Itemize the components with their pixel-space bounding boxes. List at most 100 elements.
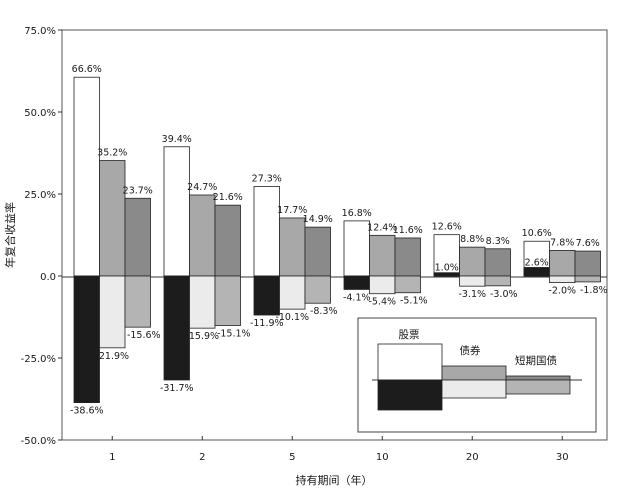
bar-min — [459, 275, 486, 287]
bar-min — [523, 267, 550, 277]
bar-min-label: -31.7% — [160, 383, 194, 394]
bar-min-label: -4.1% — [343, 292, 371, 303]
bar-max — [433, 234, 460, 277]
bar-max — [99, 160, 126, 277]
y-tick-label: 75.0% — [24, 26, 56, 37]
bar-min-label: -11.9% — [250, 318, 284, 329]
legend-swatch-max — [505, 375, 571, 381]
labels-layer: 66.6% -38.6% 35.2% -21.9% 23.7% -15.6% 39.4% -3… — [70, 64, 608, 416]
bar-max-label: 14.9% — [303, 214, 333, 225]
legend-swatch-max — [441, 365, 507, 381]
bar-max — [459, 246, 486, 277]
bar-max-label: 7.8% — [550, 237, 574, 248]
bar-max-label: 24.7% — [187, 182, 217, 193]
bar-max — [214, 204, 241, 277]
bar-max — [73, 76, 100, 277]
legend-label: 股票 — [399, 329, 420, 341]
bar-min-label: 2.6% — [525, 257, 549, 268]
y-tick-label: 0.0 — [40, 272, 56, 283]
y-tick-label: -25.0% — [21, 354, 56, 365]
bar-max — [163, 146, 190, 277]
legend-swatch-min — [441, 379, 507, 399]
bar-min-label: -5.4% — [368, 297, 396, 308]
x-tick-label: 5 — [289, 452, 295, 463]
y-tick-label: 25.0% — [24, 190, 56, 201]
x-tick-label: 20 — [466, 452, 479, 463]
bar-min — [253, 275, 280, 316]
bar-min-label: -10.1% — [275, 312, 309, 323]
bar-max-label: 11.6% — [393, 225, 423, 236]
legend-swatch-min — [505, 379, 571, 395]
bar-min-label: -2.0% — [548, 286, 576, 297]
x-axis-title: 持有期间（年） — [296, 473, 373, 487]
bar-max — [304, 226, 331, 277]
bar-max — [369, 234, 396, 277]
bar-max — [189, 194, 216, 277]
bar-min-label: -8.3% — [310, 306, 338, 317]
bar-max-label: 10.6% — [522, 228, 552, 239]
bar-min — [124, 275, 151, 328]
bar-min-label: -5.1% — [400, 296, 428, 307]
bar-max-label: 27.3% — [252, 173, 282, 184]
bar-min — [484, 275, 511, 287]
bar-max-label: 12.6% — [432, 222, 462, 233]
bar-max-label: 35.2% — [97, 148, 127, 159]
bar-max — [343, 220, 370, 277]
x-tick-label: 2 — [199, 452, 205, 463]
bar-min — [189, 275, 216, 329]
y-axis-title: 年复合收益率 — [3, 202, 17, 268]
bar-max-label: 8.3% — [486, 236, 510, 247]
bar-min-label: -3.0% — [490, 289, 518, 300]
bar-min — [163, 275, 190, 381]
legend-label: 债券 — [460, 344, 481, 357]
x-axis: 1 2 5 10 20 30 — [109, 436, 569, 463]
legend-label: 短期国债 — [515, 354, 557, 367]
bar-min — [574, 275, 601, 283]
bar-max — [124, 197, 151, 277]
bar-min — [99, 275, 126, 349]
bar-min-label: 1.0% — [435, 263, 459, 274]
bar-min — [279, 275, 306, 310]
legend-swatch-max — [377, 343, 443, 381]
y-tick-label: 50.0% — [24, 108, 56, 119]
bar-max — [549, 250, 576, 277]
bar-max-label: 8.8% — [460, 234, 484, 245]
bar-max-label: 16.8% — [342, 208, 372, 219]
bar-max — [253, 186, 280, 277]
x-tick-label: 1 — [109, 452, 115, 463]
bar-max-label: 7.6% — [576, 238, 600, 249]
bar-max-label: 39.4% — [162, 134, 192, 145]
bar-max — [394, 237, 421, 277]
bar-min-label: -15.6% — [127, 330, 161, 341]
bar-min-label: -3.1% — [458, 289, 486, 300]
bar-min-label: -21.9% — [95, 351, 129, 362]
bar-max-label: 12.4% — [367, 222, 397, 233]
bars-layer — [73, 76, 601, 404]
bar-min — [394, 275, 421, 294]
bar-min — [549, 275, 576, 283]
bar-max-label: 21.6% — [213, 192, 243, 203]
bar-max — [574, 250, 601, 277]
bar-max-label: 17.7% — [277, 205, 307, 216]
x-tick-label: 30 — [556, 452, 569, 463]
bar-min — [73, 275, 100, 404]
bar-min — [304, 275, 331, 304]
bar-min-label: -15.9% — [185, 331, 219, 342]
bar-max-label: 23.7% — [123, 185, 153, 196]
y-axis: -50.0% -25.0% 0.0 25.0% 50.0% 75.0% — [21, 26, 62, 447]
x-tick-label: 10 — [376, 452, 389, 463]
plot-frame — [61, 29, 608, 441]
bar-max-label: 66.6% — [72, 64, 102, 75]
legend-swatch-min — [377, 379, 443, 411]
bar-min-label: -38.6% — [70, 406, 104, 417]
bar-min-label: -1.8% — [580, 285, 608, 296]
bar-min — [369, 275, 396, 295]
bar-max — [279, 217, 306, 277]
bar-min — [343, 275, 370, 290]
bar-max — [484, 248, 511, 277]
bar-min — [214, 275, 241, 326]
bar-min-label: -15.1% — [217, 329, 251, 340]
